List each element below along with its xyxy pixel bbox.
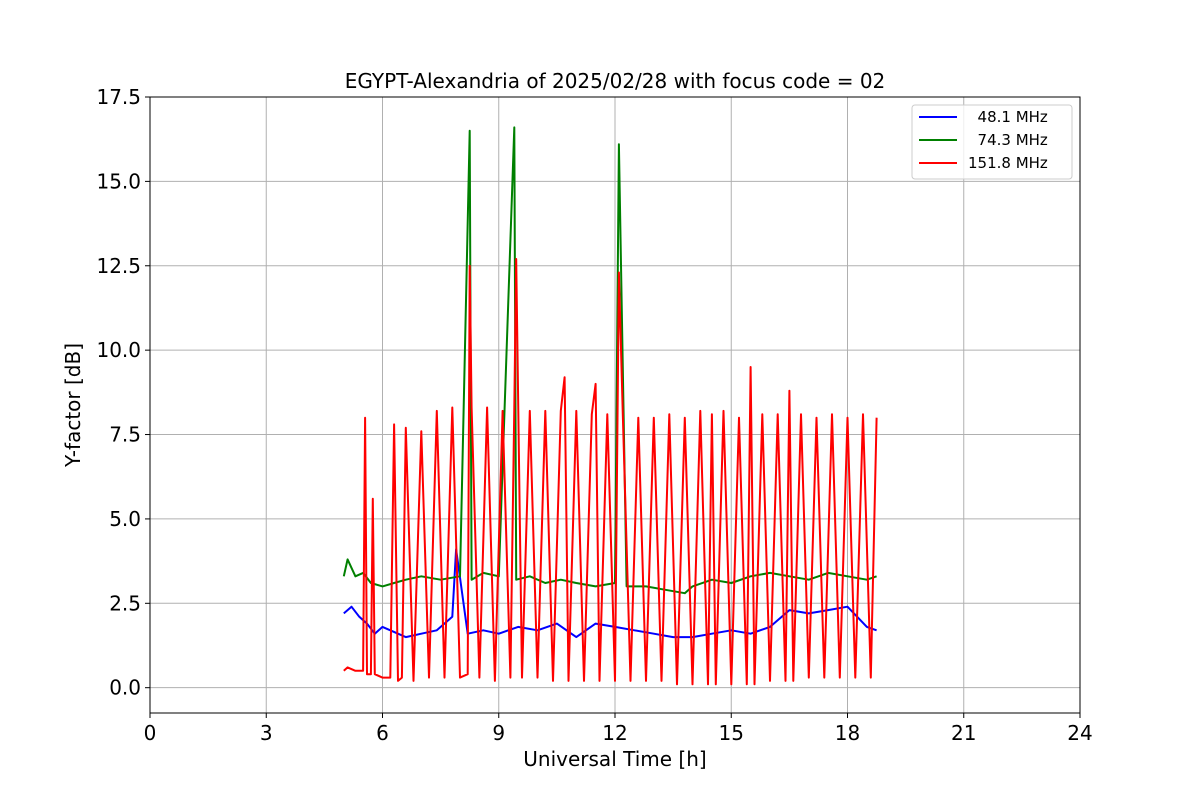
legend-label-74mhz: 74.3 MHz [968,131,1048,149]
x-tick-label: 18 [835,721,860,745]
y-tick-label: 5.0 [109,507,141,531]
x-tick-label: 3 [260,721,273,745]
y-tick-label: 12.5 [96,254,141,278]
legend-label-151mhz: 151.8 MHz [968,154,1048,172]
x-axis-ticks: 0 3 6 9 12 15 18 21 24 [144,713,1093,745]
legend-label-48mhz: 48.1 MHz [968,108,1048,126]
y-tick-label: 7.5 [109,423,141,447]
chart-title: EGYPT-Alexandria of 2025/02/28 with focu… [345,69,886,93]
series-line-151-8-mhz [343,258,878,686]
y-tick-label: 10.0 [96,338,141,362]
y-tick-label: 0.0 [109,676,141,700]
x-tick-label: 24 [1067,721,1092,745]
series-line-48-1-mhz [343,548,877,639]
x-tick-label: 6 [376,721,389,745]
legend-box [911,104,1073,180]
x-tick-label: 12 [602,721,627,745]
x-tick-label: 9 [492,721,505,745]
x-axis-label: Universal Time [h] [523,747,706,771]
y-axis-label: Y-factor [dB] [61,343,85,468]
x-tick-label: 0 [144,721,157,745]
x-tick-label: 21 [951,721,976,745]
y-tick-label: 2.5 [109,591,141,615]
y-tick-label: 15.0 [96,169,141,193]
series-line-74-3-mhz [342,126,877,595]
series-lines [342,126,878,686]
y-tick-label: 17.5 [96,85,141,109]
y-axis-ticks: 0.0 2.5 5.0 7.5 10.0 12.5 15.0 17.5 [96,85,150,700]
legend: 48.1 MHz 74.3 MHz 151.8 MHz [911,104,1073,180]
x-tick-label: 15 [719,721,744,745]
